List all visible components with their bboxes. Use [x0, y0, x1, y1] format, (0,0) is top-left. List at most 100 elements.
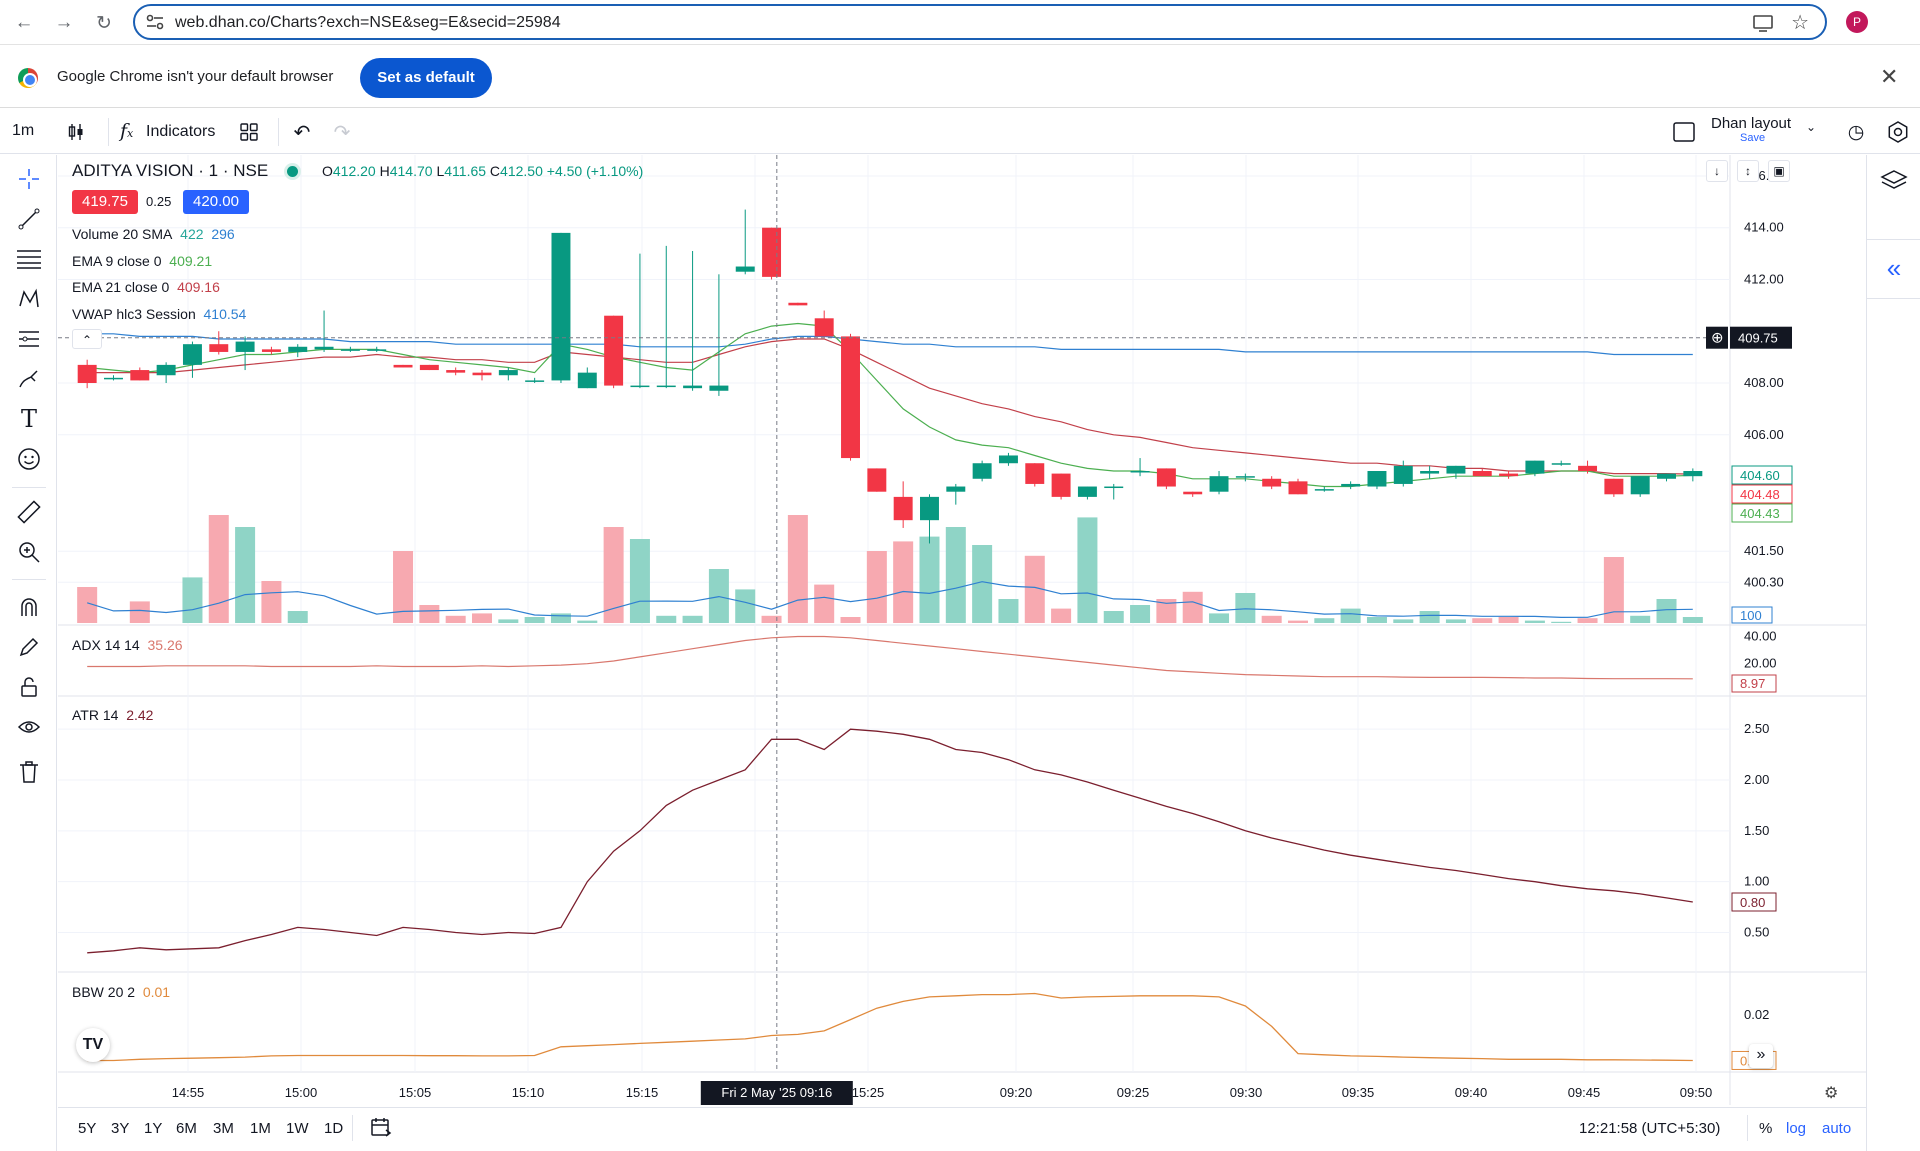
candle-body: [235, 341, 255, 352]
lock-icon[interactable]: [14, 672, 44, 702]
timeframe-1d[interactable]: 1D: [324, 1120, 344, 1137]
zoom-in-icon[interactable]: [14, 537, 44, 567]
pattern-icon[interactable]: [14, 284, 44, 314]
drawing-toolbar: T: [0, 155, 57, 1151]
volume-bar: [761, 615, 782, 623]
projection-icon[interactable]: [14, 324, 44, 354]
settings-gear-icon[interactable]: [1884, 118, 1912, 146]
percent-scale-toggle[interactable]: %: [1759, 1120, 1773, 1137]
clock-timezone[interactable]: 12:21:58 (UTC+5:30): [1579, 1120, 1721, 1137]
emoji-icon[interactable]: [14, 444, 44, 474]
timeframe-3y[interactable]: 3Y: [111, 1120, 130, 1137]
volume-bar: [1287, 620, 1309, 623]
collapse-pane-icon[interactable]: ↕: [1737, 160, 1759, 182]
site-info-icon[interactable]: [145, 14, 165, 30]
atr-axis-tick: 0.50: [1744, 925, 1769, 940]
bookmark-star-icon[interactable]: ☆: [1791, 12, 1809, 34]
profile-avatar[interactable]: P: [1846, 11, 1868, 33]
magnet-icon[interactable]: [14, 592, 44, 622]
tradingview-logo[interactable]: TV: [76, 1028, 110, 1062]
candle-body: [1025, 463, 1045, 484]
back-icon[interactable]: ←: [14, 12, 34, 33]
candle-body: [1683, 471, 1703, 477]
volume-bar: [1340, 608, 1361, 623]
layers-icon[interactable]: [1880, 169, 1908, 200]
indicators-button[interactable]: fx Indicators: [118, 119, 233, 147]
trend-line-icon[interactable]: [14, 204, 44, 234]
price-axis-tick: 408.00: [1744, 375, 1784, 390]
timeframe-1y[interactable]: 1Y: [144, 1120, 163, 1137]
forward-icon[interactable]: →: [54, 12, 74, 33]
templates-grid-icon[interactable]: [235, 118, 263, 146]
volume-bar: [129, 601, 150, 623]
undo-icon[interactable]: ↶: [293, 121, 311, 144]
toolbar-divider: [278, 118, 279, 146]
candle-style-icon[interactable]: [62, 118, 90, 146]
scroll-to-realtime-icon[interactable]: »: [1749, 1044, 1773, 1068]
brush-icon[interactable]: [14, 364, 44, 394]
volume-bar: [1366, 617, 1387, 623]
ema21-legend: EMA 21 close 0 409.16: [72, 279, 220, 295]
time-axis-tick: 15:05: [399, 1085, 432, 1100]
candle-body: [1393, 465, 1413, 484]
expand-panel-icon[interactable]: «: [1867, 239, 1920, 299]
timeframe-3m[interactable]: 3M: [213, 1120, 234, 1137]
price-axis-tick: 400.30: [1744, 574, 1784, 589]
timeframe-1m[interactable]: 1M: [250, 1120, 271, 1137]
axis-settings-icon[interactable]: ⚙: [1824, 1085, 1839, 1102]
chart-canvas[interactable]: 416.00414.00412.00408.00406.00401.50400.…: [58, 155, 1866, 1151]
last-price-label: 404.43: [1740, 506, 1780, 521]
volume-bar: [893, 541, 914, 623]
layout-save-link[interactable]: Save: [1740, 132, 1766, 144]
sell-price-button[interactable]: 419.75: [72, 190, 138, 214]
candle-body: [1183, 491, 1203, 495]
auto-scale-toggle[interactable]: auto: [1822, 1120, 1852, 1137]
stay-in-drawing-icon[interactable]: [14, 632, 44, 662]
address-bar[interactable]: web.dhan.co/Charts?exch=NSE&seg=E&secid=…: [133, 4, 1827, 40]
close-icon[interactable]: ✕: [1880, 64, 1899, 89]
crosshair-icon[interactable]: [14, 164, 44, 194]
eye-icon[interactable]: [14, 712, 44, 742]
reload-icon[interactable]: ↻: [96, 12, 112, 34]
maximize-pane-icon[interactable]: ▣: [1768, 160, 1790, 182]
collapse-legend-button[interactable]: ⌃: [72, 329, 102, 349]
right-side-panel: «: [1866, 155, 1920, 1151]
trash-icon[interactable]: [14, 757, 44, 787]
candle-body: [393, 364, 413, 368]
log-scale-toggle[interactable]: log: [1786, 1120, 1807, 1137]
time-axis-tick: 15:25: [852, 1085, 885, 1100]
date-range-calendar-icon[interactable]: [370, 1116, 392, 1143]
chevron-down-icon[interactable]: ⌄: [1806, 120, 1817, 134]
buy-price-button[interactable]: 420.00: [183, 190, 249, 214]
browser-toolbar: ← → ↻ web.dhan.co/Charts?exch=NSE&seg=E&…: [0, 0, 1920, 45]
candle-body: [1420, 471, 1440, 474]
volume-bar: [1577, 618, 1598, 623]
text-tool-icon[interactable]: T: [20, 405, 37, 433]
timeframe-5y[interactable]: 5Y: [78, 1120, 97, 1137]
symbol-title[interactable]: ADITYA VISION · 1 · NSE: [72, 161, 269, 180]
volume-bar: [445, 615, 466, 623]
time-axis-tick: 09:40: [1455, 1085, 1488, 1100]
install-app-icon[interactable]: [1753, 14, 1773, 32]
redo-icon[interactable]: ↷: [333, 121, 351, 144]
candle-body: [1551, 463, 1571, 465]
interval-selector[interactable]: 1m: [12, 122, 35, 139]
atr-axis-tick: 2.00: [1744, 772, 1769, 787]
adx-axis-tick: 20.00: [1744, 656, 1777, 671]
candle-body: [1235, 476, 1255, 478]
volume-last-label: 100: [1740, 608, 1762, 623]
time-axis-tick: 15:15: [626, 1085, 659, 1100]
set-as-default-button[interactable]: Set as default: [360, 58, 492, 98]
candle-body: [1446, 465, 1466, 474]
timeframe-1w[interactable]: 1W: [286, 1120, 309, 1137]
indicators-label: Indicators: [146, 123, 216, 140]
alert-clock-icon[interactable]: ◷: [1847, 121, 1865, 143]
crosshair-add-button: [1706, 326, 1728, 349]
move-pane-down-icon[interactable]: ↓: [1706, 160, 1728, 182]
timeframe-6m[interactable]: 6M: [176, 1120, 197, 1137]
url-text: web.dhan.co/Charts?exch=NSE&seg=E&secid=…: [175, 14, 561, 31]
fib-lines-icon[interactable]: [14, 244, 44, 274]
layout-checkbox-icon[interactable]: [1670, 118, 1698, 146]
candle-body: [1288, 481, 1308, 495]
ruler-icon[interactable]: [14, 497, 44, 527]
